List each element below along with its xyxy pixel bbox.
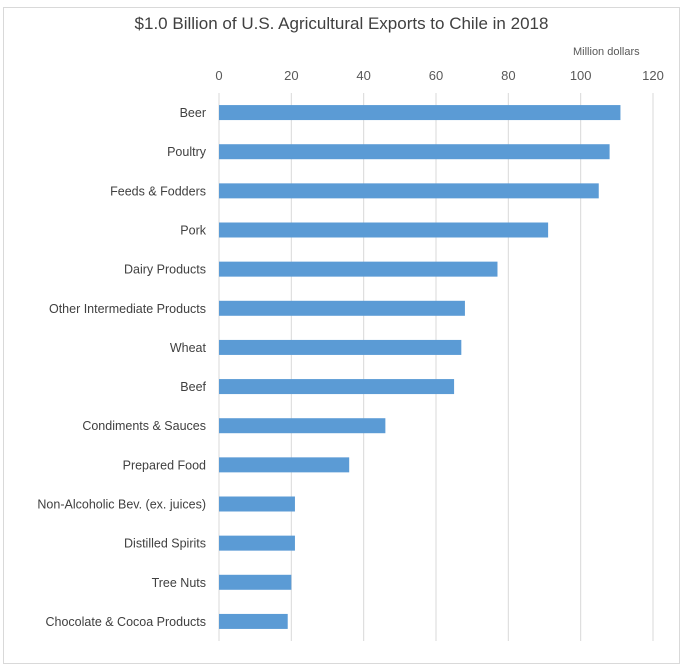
bar (219, 379, 455, 395)
bar (219, 105, 621, 121)
bar (219, 418, 386, 434)
bar (219, 613, 288, 629)
category-label: Condiments & Sauces (82, 419, 206, 433)
category-label: Prepared Food (123, 458, 206, 472)
bar (219, 300, 465, 316)
bar (219, 574, 292, 590)
bar (219, 222, 549, 238)
x-tick-label: 60 (429, 68, 443, 83)
chart-title: $1.0 Billion of U.S. Agricultural Export… (134, 14, 549, 33)
x-tick-label: 120 (642, 68, 664, 83)
bar (219, 457, 350, 473)
category-label: Poultry (167, 145, 207, 159)
x-tick-label: 0 (215, 68, 222, 83)
bar (219, 496, 295, 512)
x-tick-label: 100 (570, 68, 592, 83)
category-label: Tree Nuts (152, 576, 206, 590)
category-label: Chocolate & Cocoa Products (45, 615, 206, 629)
category-label: Beer (180, 106, 206, 120)
category-label: Dairy Products (124, 263, 206, 277)
category-label: Feeds & Fodders (110, 184, 206, 198)
category-label: Wheat (170, 341, 207, 355)
category-label: Non-Alcoholic Bev. (ex. juices) (37, 498, 206, 512)
bar (219, 261, 498, 277)
x-tick-label: 20 (284, 68, 298, 83)
category-label: Other Intermediate Products (49, 302, 206, 316)
category-label: Distilled Spirits (124, 537, 206, 551)
x-tick-label: 40 (356, 68, 370, 83)
axis-unit-label: Million dollars (573, 46, 640, 58)
category-label: Beef (180, 380, 206, 394)
x-tick-label: 80 (501, 68, 515, 83)
bar (219, 144, 610, 160)
bar (219, 535, 295, 551)
category-label: Pork (180, 224, 206, 238)
bar (219, 183, 599, 199)
bar (219, 339, 462, 355)
